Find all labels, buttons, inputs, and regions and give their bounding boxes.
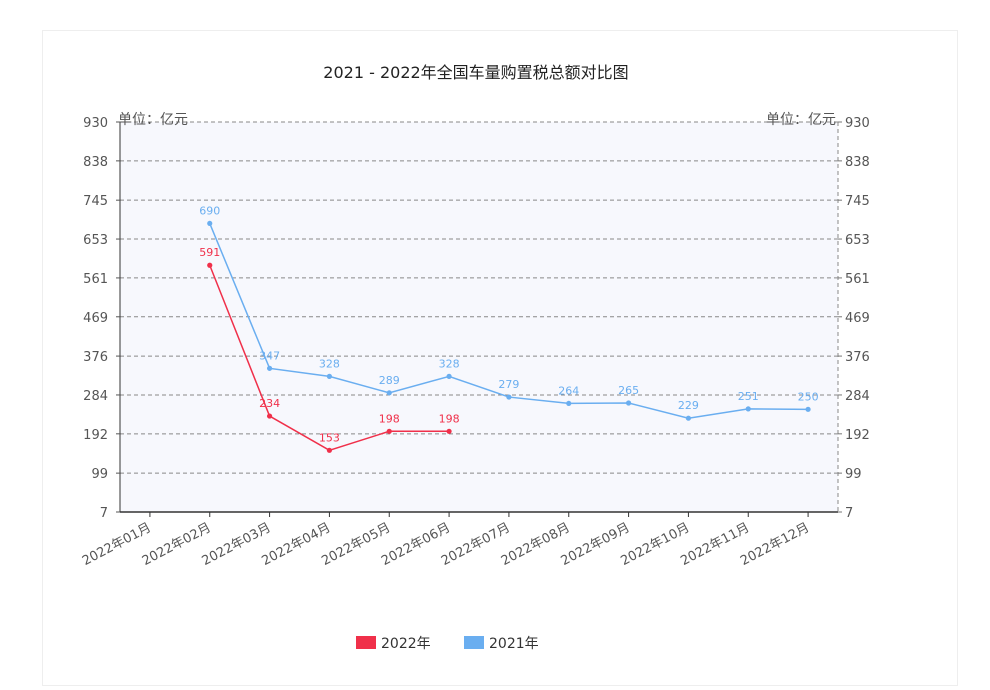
y-tick-label-left: 561: [83, 272, 108, 287]
data-label: 591: [199, 246, 220, 259]
y-tick-label-left: 838: [83, 155, 108, 170]
data-point: [386, 390, 392, 396]
data-point: [685, 415, 692, 421]
y-tick-label-right: 192: [845, 428, 870, 443]
data-point: [386, 428, 392, 434]
x-axis-ticks: 2022年01月2022年02月2022年03月2022年04月2022年05月…: [80, 512, 812, 569]
data-label: 234: [259, 397, 280, 410]
y-tick-label-right: 469: [845, 311, 870, 326]
y-tick-label-right: 7: [845, 506, 853, 521]
data-label: 229: [678, 399, 699, 412]
data-label: 328: [439, 357, 460, 370]
data-label: 198: [379, 412, 400, 425]
series-2021年: 690 347 328 289 328 279 264 265 229 251 250: [199, 204, 819, 421]
data-point: [326, 447, 333, 453]
y-tick-label-left: 930: [83, 116, 108, 131]
y-tick-label-left: 653: [83, 233, 108, 248]
y-tick-label-right: 561: [845, 272, 870, 287]
legend-item[interactable]: 2021年: [464, 636, 539, 652]
legend-swatch: [464, 636, 484, 649]
x-tick-label: 2022年12月: [738, 520, 812, 569]
data-point: [207, 220, 213, 227]
data-label: 265: [618, 384, 639, 397]
data-point: [207, 262, 213, 268]
y-axis-ticks: 7 7 99 99 192 192 284 284 376 376 469 469 561 561 653 6…: [83, 116, 870, 521]
legend[interactable]: 2022年 2021年: [356, 636, 539, 652]
data-label: 251: [738, 390, 759, 403]
data-point: [625, 400, 632, 406]
data-label: 347: [259, 349, 280, 362]
data-point: [805, 406, 811, 412]
data-label: 690: [199, 204, 220, 217]
y-tick-label-right: 653: [845, 233, 870, 248]
data-label: 198: [439, 412, 460, 425]
y-tick-label-left: 745: [83, 194, 108, 209]
y-tick-label-right: 376: [845, 350, 870, 365]
data-label: 264: [558, 384, 579, 397]
series-2022年: 591 234 153 198 198: [199, 246, 460, 453]
series-lines: 591 234 153 198 198 690 347 328 289 328 279 264 265 2…: [199, 204, 819, 453]
y-tick-label-left: 284: [83, 389, 108, 404]
data-point: [745, 406, 751, 412]
y-tick-label-right: 99: [845, 467, 862, 482]
data-label: 250: [798, 390, 819, 403]
data-point: [266, 413, 273, 419]
data-point: [566, 400, 572, 407]
legend-item[interactable]: 2022年: [356, 636, 431, 652]
grid-lines: [120, 121, 838, 474]
y-tick-label-left: 376: [83, 350, 108, 365]
data-point: [446, 428, 452, 434]
data-point: [446, 373, 452, 379]
y-tick-label-right: 284: [845, 389, 870, 404]
y-tick-label-right: 838: [845, 155, 870, 170]
data-label: 289: [379, 374, 400, 387]
y-tick-label-left: 192: [83, 428, 108, 443]
data-label: 153: [319, 431, 340, 444]
data-point: [506, 394, 512, 400]
chart-title: 2021 - 2022年全国车量购置税总额对比图: [323, 63, 628, 82]
y-tick-label-left: 99: [91, 467, 108, 482]
left-unit-label: 单位：亿元: [118, 112, 188, 128]
y-tick-label-left: 7: [100, 506, 108, 521]
legend-label: 2021年: [489, 636, 539, 652]
y-tick-label-right: 745: [845, 194, 870, 209]
right-unit-label: 单位：亿元: [766, 112, 836, 128]
legend-swatch: [356, 636, 376, 649]
legend-label: 2022年: [381, 636, 431, 652]
y-tick-label-right: 930: [845, 116, 870, 131]
data-point: [266, 365, 273, 371]
data-label: 279: [498, 378, 519, 391]
data-label: 328: [319, 357, 340, 370]
data-point: [326, 373, 333, 379]
y-tick-label-left: 469: [83, 311, 108, 326]
